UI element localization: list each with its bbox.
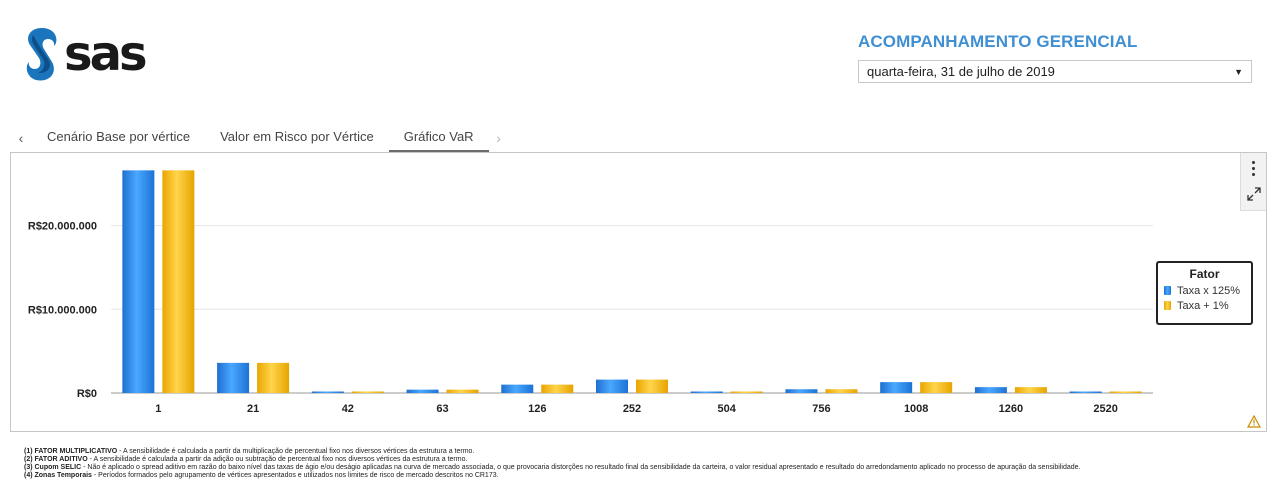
bar-taxa-x-125-252[interactable] <box>596 379 628 393</box>
x-tick-label: 504 <box>718 403 737 415</box>
legend-swatch-blue <box>1164 286 1171 295</box>
footnote: (4) Zonas Temporais - Períodos formados … <box>24 471 499 479</box>
date-dropdown[interactable]: quarta-feira, 31 de julho de 2019 ▼ <box>858 60 1252 83</box>
bar-taxa-x-125-63[interactable] <box>406 389 439 393</box>
page-title: ACOMPANHAMENTO GERENCIAL <box>858 32 1138 51</box>
x-tick-label: 2520 <box>1093 403 1117 415</box>
x-tick-label: 126 <box>528 403 546 415</box>
warning-icon[interactable] <box>1247 415 1261 428</box>
bar-taxa-mais-1-2520[interactable] <box>1109 391 1142 394</box>
bar-taxa-mais-1-1008[interactable] <box>920 382 953 393</box>
legend-item: Taxa x 125% <box>1164 283 1245 298</box>
bar-taxa-mais-1-63[interactable] <box>446 389 479 393</box>
var-bar-chart: R$0 R$10.000.000 R$20.000.000 1 21 42 63 126 252… <box>28 170 1153 415</box>
bar-taxa-mais-1-126[interactable] <box>541 384 574 393</box>
sas-s-logo-icon <box>26 28 57 81</box>
y-tick-label: R$0 <box>77 388 97 400</box>
bar-taxa-mais-1-1[interactable] <box>162 170 195 393</box>
x-tick-label: 21 <box>247 403 259 415</box>
bar-taxa-x-125-126[interactable] <box>501 384 534 393</box>
more-vertical-icon[interactable] <box>1252 161 1256 179</box>
sas-logo-text: sas <box>64 26 148 82</box>
footnote: (1) FATOR MULTIPLICATIVO - A sensibilida… <box>24 448 475 455</box>
bar-taxa-x-125-1[interactable] <box>122 170 155 393</box>
legend-label: Taxa + 1% <box>1177 299 1229 312</box>
bar-taxa-x-125-1260[interactable] <box>974 387 1007 393</box>
footnote: (2) FATOR ADITIVO - A sensibilidade é ca… <box>24 455 468 463</box>
panel-toolbar <box>1240 153 1266 211</box>
legend-item: Taxa + 1% <box>1164 298 1245 313</box>
bar-taxa-mais-1-504[interactable] <box>730 391 763 394</box>
caret-down-icon: ▼ <box>1234 66 1243 77</box>
y-tick-label: R$10.000.000 <box>28 304 97 316</box>
bar-taxa-mais-1-756[interactable] <box>825 389 858 393</box>
chevron-right-icon[interactable]: › <box>496 130 501 146</box>
x-tick-label: 1 <box>155 403 161 415</box>
x-tick-label: 42 <box>342 403 354 415</box>
bar-taxa-x-125-504[interactable] <box>690 391 723 394</box>
sas-logo: sas <box>22 24 148 84</box>
x-tick-label: 1260 <box>999 403 1023 415</box>
bar-taxa-x-125-42[interactable] <box>311 391 344 394</box>
bar-taxa-x-125-756[interactable] <box>785 389 818 393</box>
footnote: (3) Cupom SELIC - Não é aplicado o sprea… <box>24 463 1081 471</box>
y-tick-label: R$20.000.000 <box>28 221 97 233</box>
expand-icon[interactable] <box>1245 185 1263 203</box>
bar-taxa-x-125-2520[interactable] <box>1069 391 1102 394</box>
bar-taxa-mais-1-21[interactable] <box>257 362 290 393</box>
bar-taxa-x-125-21[interactable] <box>217 362 250 393</box>
x-tick-label: 252 <box>623 403 641 415</box>
x-tick-label: 1008 <box>904 403 928 415</box>
bar-taxa-mais-1-1260[interactable] <box>1014 387 1047 393</box>
x-tick-label: 63 <box>436 403 448 415</box>
legend-swatch-yellow <box>1164 301 1171 310</box>
bar-taxa-x-125-1008[interactable] <box>880 382 913 393</box>
bar-taxa-mais-1-42[interactable] <box>351 391 384 394</box>
tab-bar: ‹ Cenário Base por vértice Valor em Risc… <box>10 124 509 152</box>
legend-title: Fator <box>1189 267 1220 281</box>
bar-taxa-mais-1-252[interactable] <box>636 379 668 393</box>
chart-panel: R$0 R$10.000.000 R$20.000.000 1 21 42 63 126 252… <box>10 152 1267 432</box>
chart-legend: Fator Taxa x 125% Taxa + 1% <box>1156 261 1253 325</box>
tab-grafico-var[interactable]: Gráfico VaR <box>388 124 489 152</box>
footnotes: (1) FATOR MULTIPLICATIVO - A sensibilida… <box>24 448 1080 480</box>
x-tick-label: 756 <box>812 403 830 415</box>
tab-valor-em-risco[interactable]: Valor em Risco por Vértice <box>220 129 374 144</box>
date-dropdown-value: quarta-feira, 31 de julho de 2019 <box>867 64 1055 79</box>
chevron-left-icon[interactable]: ‹ <box>18 130 24 146</box>
tab-cenario-base[interactable]: Cenário Base por vértice <box>47 129 191 144</box>
legend-label: Taxa x 125% <box>1177 284 1240 297</box>
